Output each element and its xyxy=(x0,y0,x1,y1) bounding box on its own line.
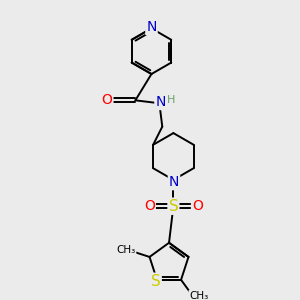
Text: O: O xyxy=(144,199,155,213)
Text: CH₃: CH₃ xyxy=(189,291,208,300)
Text: H: H xyxy=(167,95,175,105)
Text: N: N xyxy=(169,175,179,189)
Text: N: N xyxy=(146,20,157,34)
Text: N: N xyxy=(155,95,166,109)
Text: S: S xyxy=(151,274,161,289)
Text: O: O xyxy=(192,199,203,213)
Text: O: O xyxy=(102,93,112,107)
Text: S: S xyxy=(169,199,178,214)
Text: CH₃: CH₃ xyxy=(116,245,136,255)
